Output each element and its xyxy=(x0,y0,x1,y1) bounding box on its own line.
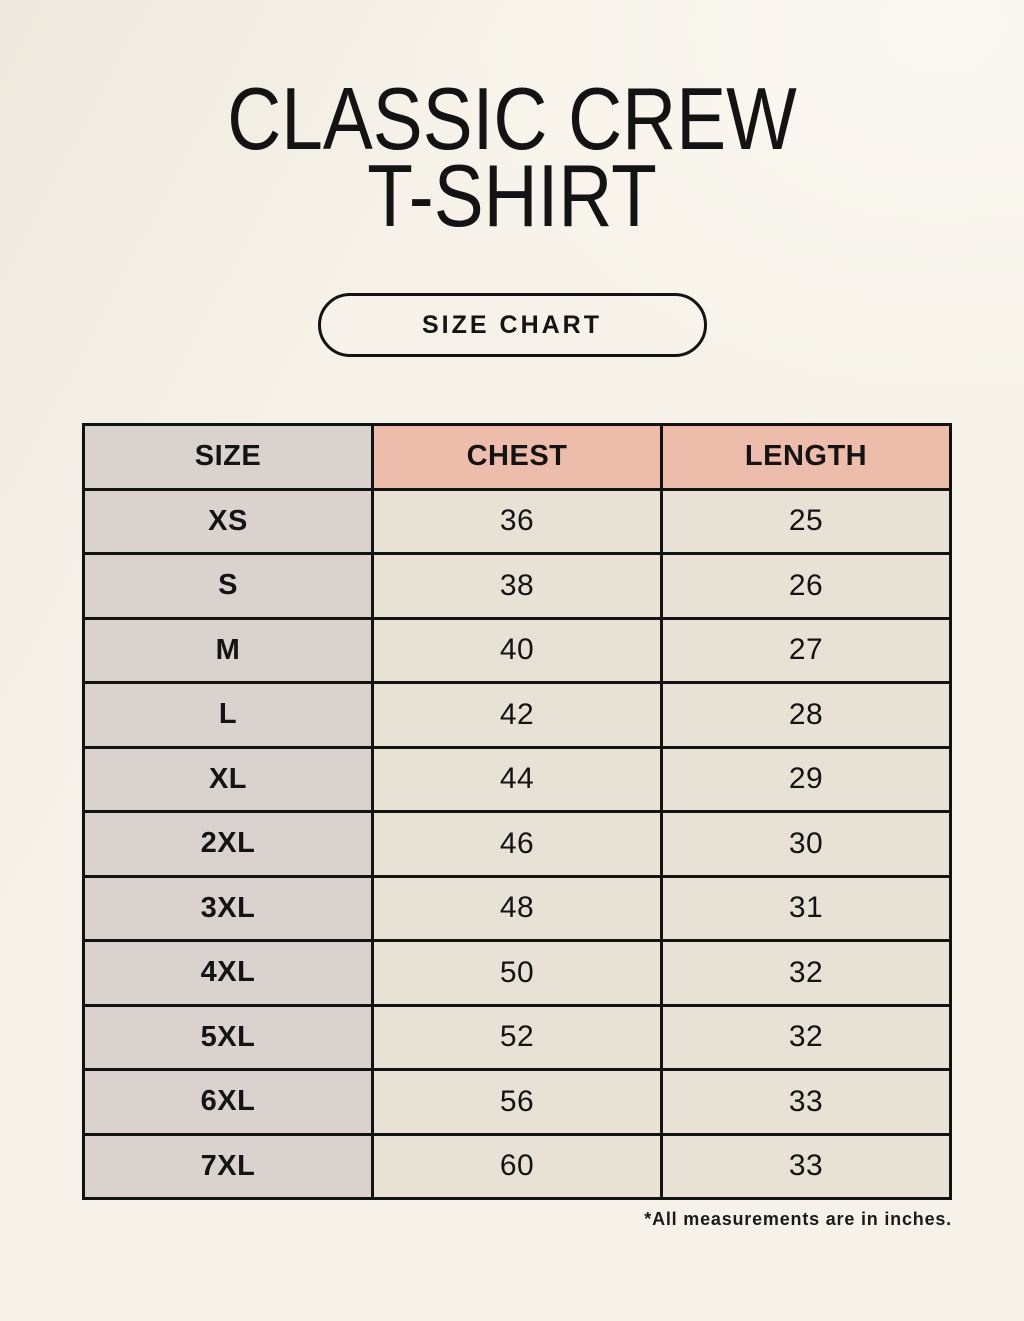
chest-value-cell: 56 xyxy=(371,1068,663,1136)
column-header-size: SIZE xyxy=(82,423,374,491)
size-label-cell: 2XL xyxy=(82,810,374,878)
size-chart-button-label: SIZE CHART xyxy=(422,310,602,339)
chest-value-cell: 38 xyxy=(371,552,663,620)
table-row: L 42 28 xyxy=(82,681,952,749)
chest-value-cell: 36 xyxy=(371,487,663,555)
size-label-cell: 3XL xyxy=(82,874,374,942)
length-value-cell: 33 xyxy=(660,1132,952,1200)
chest-value-cell: 50 xyxy=(371,939,663,1007)
chest-value-cell: 40 xyxy=(371,616,663,684)
table-row: 2XL 46 30 xyxy=(82,810,952,878)
column-header-chest: CHEST xyxy=(371,423,663,491)
table-header-row: SIZE CHEST LENGTH xyxy=(82,423,952,491)
size-label-cell: S xyxy=(82,552,374,620)
chest-value-cell: 60 xyxy=(371,1132,663,1200)
size-label-cell: 4XL xyxy=(82,939,374,1007)
size-chart-button[interactable]: SIZE CHART xyxy=(317,293,707,357)
column-header-length: LENGTH xyxy=(660,423,952,491)
table-row: 5XL 52 32 xyxy=(82,1003,952,1071)
chest-value-cell: 48 xyxy=(371,874,663,942)
title-line-1: CLASSIC CREW xyxy=(227,69,797,168)
size-chart-button-container: SIZE CHART xyxy=(0,293,1024,357)
table-row: M 40 27 xyxy=(82,616,952,684)
size-table-body: XS 36 25 S 38 26 M 40 27 L 42 28 XL 44 29 2XL 46 30 3XL 48 3… xyxy=(82,487,952,1200)
table-row: XS 36 25 xyxy=(82,487,952,555)
size-label-cell: XS xyxy=(82,487,374,555)
table-row: XL 44 29 xyxy=(82,745,952,813)
measurements-footnote: *All measurements are in inches. xyxy=(644,1209,952,1229)
chest-value-cell: 46 xyxy=(371,810,663,878)
length-value-cell: 32 xyxy=(660,1003,952,1071)
table-row: 6XL 56 33 xyxy=(82,1068,952,1136)
length-value-cell: 26 xyxy=(660,552,952,620)
size-label-cell: 6XL xyxy=(82,1068,374,1136)
length-value-cell: 28 xyxy=(660,681,952,749)
size-label-cell: M xyxy=(82,616,374,684)
length-value-cell: 27 xyxy=(660,616,952,684)
length-value-cell: 30 xyxy=(660,810,952,878)
chest-value-cell: 52 xyxy=(371,1003,663,1071)
page-title: CLASSIC CREW T-SHIRT xyxy=(0,0,1024,245)
table-row: 3XL 48 31 xyxy=(82,874,952,942)
table-row: 7XL 60 33 xyxy=(82,1132,952,1200)
size-label-cell: L xyxy=(82,681,374,749)
size-chart-table: SIZE CHEST LENGTH XS 36 25 S 38 26 M 40 27 L 42 28 X… xyxy=(82,423,952,1200)
table-row: S 38 26 xyxy=(82,552,952,620)
length-value-cell: 31 xyxy=(660,874,952,942)
length-value-cell: 33 xyxy=(660,1068,952,1136)
chest-value-cell: 42 xyxy=(371,681,663,749)
size-label-cell: 5XL xyxy=(82,1003,374,1071)
chest-value-cell: 44 xyxy=(371,745,663,813)
length-value-cell: 29 xyxy=(660,745,952,813)
size-label-cell: 7XL xyxy=(82,1132,374,1200)
table-row: 4XL 50 32 xyxy=(82,939,952,1007)
length-value-cell: 25 xyxy=(660,487,952,555)
title-line-2: T-SHIRT xyxy=(367,146,657,245)
size-label-cell: XL xyxy=(82,745,374,813)
length-value-cell: 32 xyxy=(660,939,952,1007)
